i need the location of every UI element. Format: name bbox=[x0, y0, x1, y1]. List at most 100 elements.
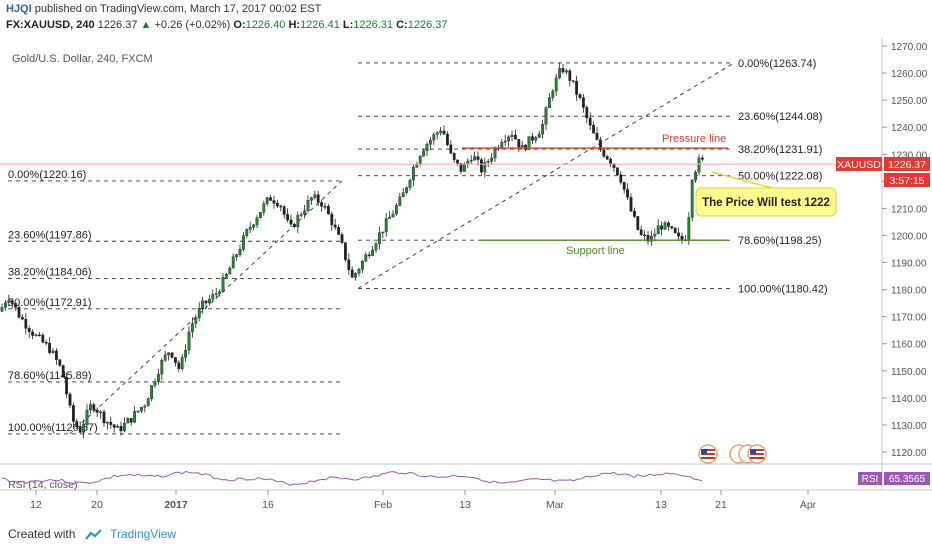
x-tick-label: Mar bbox=[546, 499, 565, 511]
tradingview-logo-icon[interactable] bbox=[84, 529, 103, 541]
candle-body bbox=[41, 334, 45, 343]
candle-body bbox=[173, 357, 177, 363]
callout-box bbox=[695, 187, 837, 217]
candle-body bbox=[252, 224, 255, 228]
candle-body bbox=[71, 405, 75, 422]
candle-body bbox=[592, 125, 596, 134]
annotation-callout[interactable]: The Price Will test 1222 bbox=[695, 171, 837, 217]
candle-body bbox=[0, 307, 4, 312]
fib-label-left: 50.00%(1172.91) bbox=[8, 297, 92, 309]
candle-body bbox=[548, 97, 551, 108]
candle-body bbox=[374, 243, 378, 251]
low-value: 1226.31 bbox=[353, 19, 394, 31]
candle-body bbox=[211, 294, 215, 300]
main-pane[interactable] bbox=[0, 38, 882, 464]
y-tick-label: 1190.00 bbox=[891, 259, 927, 270]
candle-body bbox=[582, 97, 585, 108]
us-flag-calendar-icon[interactable] bbox=[698, 444, 718, 464]
candle-body bbox=[44, 342, 48, 344]
candle-body bbox=[527, 136, 531, 150]
candle-body bbox=[24, 318, 28, 329]
author-name[interactable]: HJQI bbox=[6, 3, 32, 15]
candle-body bbox=[61, 365, 65, 378]
candle-body bbox=[133, 411, 136, 423]
x-tick-label: 21 bbox=[715, 499, 727, 511]
candle-body bbox=[619, 174, 623, 183]
candle-body bbox=[48, 342, 52, 353]
candle-body bbox=[391, 213, 395, 218]
tradingview-brand[interactable]: TradingView bbox=[110, 527, 177, 541]
candle-body bbox=[190, 323, 194, 333]
rsi-badge-name-bg bbox=[858, 472, 882, 485]
candle-body bbox=[514, 134, 517, 140]
candle-body bbox=[483, 161, 487, 173]
price-axis[interactable]: 1120.00 1130.00 1140.00 1150.00 1160.00 1170.… bbox=[882, 42, 928, 459]
candle-body bbox=[344, 242, 347, 260]
x-tick-label: Feb bbox=[374, 499, 392, 511]
rsi-badge-value: 65.3565 bbox=[889, 474, 926, 485]
candle-body bbox=[524, 144, 528, 150]
candle-body bbox=[418, 155, 422, 165]
badge-countdown: 3:57:15 bbox=[889, 175, 924, 187]
candle-body bbox=[340, 234, 344, 243]
candle-body bbox=[486, 161, 490, 163]
candle-body bbox=[646, 235, 650, 242]
candle-body bbox=[673, 227, 677, 234]
candle-body bbox=[554, 77, 558, 92]
x-tick-label: 2017 bbox=[164, 499, 188, 511]
candle-body bbox=[122, 422, 126, 432]
us-flag-calendar-icon[interactable] bbox=[729, 444, 767, 464]
candle-body bbox=[51, 350, 55, 353]
key-levels[interactable]: Pressure line Support line bbox=[462, 133, 728, 257]
candle-body bbox=[289, 219, 293, 225]
y-tick-label: 1270.00 bbox=[891, 42, 928, 53]
candle-body bbox=[469, 159, 473, 162]
candle-body bbox=[276, 203, 279, 207]
rsi-line bbox=[1, 470, 703, 486]
candle-body bbox=[384, 218, 388, 233]
candle-body bbox=[626, 189, 630, 198]
candle-body bbox=[180, 357, 184, 369]
candle-body bbox=[677, 232, 681, 237]
candle-body bbox=[636, 216, 640, 230]
candle-body bbox=[327, 206, 330, 215]
candle-body bbox=[262, 203, 266, 213]
candle-body bbox=[7, 300, 11, 303]
candle-body bbox=[503, 140, 507, 143]
candle-body bbox=[605, 156, 609, 160]
candle-body bbox=[354, 273, 357, 278]
candle-body bbox=[398, 196, 402, 206]
open-value: 1226.40 bbox=[245, 19, 286, 31]
candle-body bbox=[160, 360, 164, 375]
trend-line-right bbox=[357, 62, 735, 289]
y-tick-label: 1200.00 bbox=[891, 231, 928, 242]
candle-body bbox=[265, 197, 269, 204]
candle-body bbox=[102, 411, 106, 424]
candle-body bbox=[439, 130, 442, 133]
candle-body bbox=[361, 261, 364, 270]
candle-body bbox=[490, 157, 493, 162]
pressure-line-label: Pressure line bbox=[662, 133, 726, 145]
candle-body bbox=[456, 159, 459, 164]
candle-body bbox=[701, 157, 704, 160]
candle-body bbox=[85, 409, 89, 425]
candle-body bbox=[588, 117, 592, 126]
candle-body bbox=[245, 229, 249, 236]
candle-body bbox=[235, 254, 238, 257]
candle-body bbox=[272, 200, 276, 204]
candle-body bbox=[347, 259, 351, 271]
candle-body bbox=[541, 124, 545, 135]
candle-body bbox=[690, 180, 694, 218]
candle-body bbox=[609, 158, 613, 165]
candle-body bbox=[395, 205, 398, 215]
candle-body bbox=[10, 300, 14, 304]
candle-body bbox=[296, 215, 300, 228]
time-axis[interactable]: 12 20 2017 16 Feb 13 Mar 13 21 Apr bbox=[30, 490, 817, 511]
candle-body bbox=[146, 398, 150, 407]
candle-body bbox=[293, 224, 296, 228]
candle-body bbox=[357, 269, 361, 274]
candle-body bbox=[65, 376, 69, 395]
candle-body bbox=[449, 144, 453, 154]
y-tick-label: 1140.00 bbox=[891, 394, 927, 405]
